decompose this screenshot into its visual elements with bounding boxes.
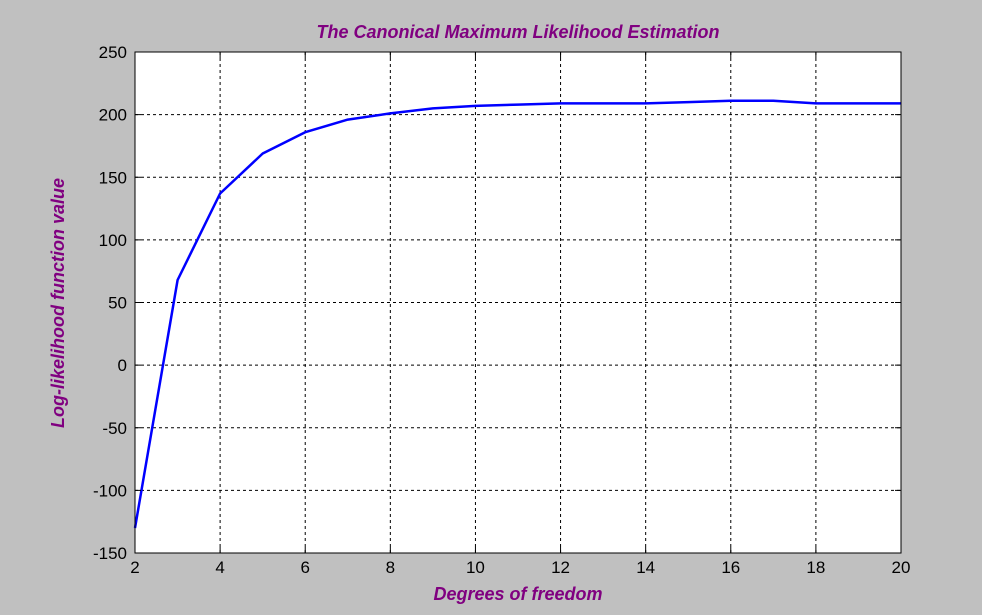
y-tick-label: 250 <box>99 43 127 62</box>
y-tick-label: -100 <box>93 481 127 500</box>
axis-ticks <box>134 51 902 554</box>
series-line <box>133 99 901 529</box>
x-tick-label: 14 <box>636 558 655 577</box>
y-tick-label: -150 <box>93 544 127 563</box>
chart-title: The Canonical Maximum Likelihood Estimat… <box>316 22 719 42</box>
x-tick-label: 4 <box>215 558 224 577</box>
x-tick-label: 2 <box>130 558 139 577</box>
x-axis-label: Degrees of freedom <box>433 584 602 604</box>
x-tick-label: 8 <box>386 558 395 577</box>
x-tick-label: 6 <box>300 558 309 577</box>
y-tick-label: 100 <box>99 231 127 250</box>
y-tick-label: 200 <box>99 106 127 125</box>
y-tick-label: 150 <box>99 168 127 187</box>
y-tick-label: -50 <box>102 419 127 438</box>
y-tick-label: 50 <box>108 294 127 313</box>
tick-labels: 2 4 6 8 10 12 14 16 18 20 -150 -100 -50 0 50 100 150 200 2… <box>93 43 910 577</box>
y-axis-label: Log-likelihood function value <box>48 178 68 428</box>
y-tick-label: 0 <box>118 356 127 375</box>
x-tick-label: 18 <box>806 558 825 577</box>
x-tick-label: 16 <box>721 558 740 577</box>
x-tick-label: 20 <box>892 558 911 577</box>
series-layer <box>133 99 901 529</box>
x-tick-label: 12 <box>551 558 570 577</box>
grid-lines <box>135 52 901 553</box>
x-tick-label: 10 <box>466 558 485 577</box>
